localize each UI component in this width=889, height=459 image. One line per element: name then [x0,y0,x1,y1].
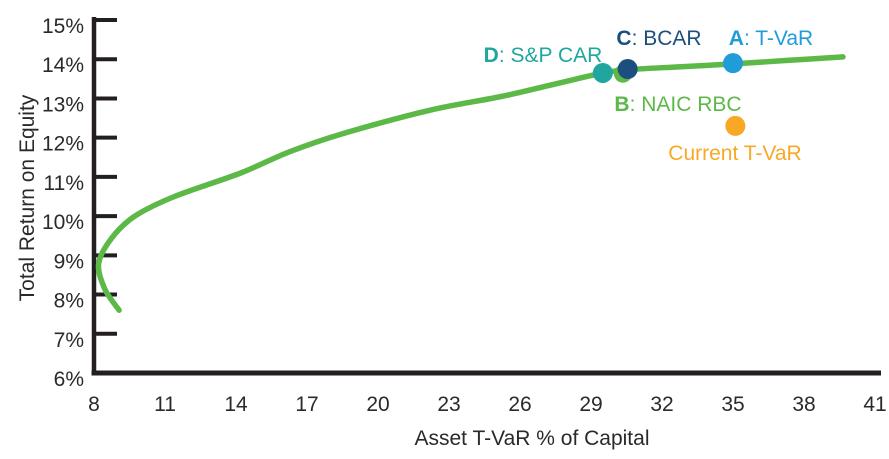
marker-point-A [723,53,743,74]
marker-label-D: D: S&P CAR [484,44,603,67]
x-tick-label: 41 [863,393,886,416]
x-axis-title: Asset T-VaR % of Capital [414,427,650,450]
x-tick-label: 23 [437,393,460,416]
x-tick-label: 32 [650,393,673,416]
y-tick-label: 15% [42,15,84,38]
x-tick-label: 17 [295,393,318,416]
x-tick-label: 26 [508,393,531,416]
x-tick-label: 8 [88,393,100,416]
y-tick-label: 14% [42,54,84,77]
marker-label-B: B: NAIC RBC [614,93,741,116]
marker-point-D [592,62,613,83]
y-tick-label: 9% [54,250,84,273]
x-tick-label: 38 [792,393,815,416]
marker-label-C: C: BCAR [616,27,701,50]
y-tick-label: 10% [42,211,84,234]
x-tick-label: 29 [579,393,602,416]
y-tick-label: 12% [42,133,84,156]
y-axis-title: Total Return on Equity [16,94,39,302]
x-tick-label: 35 [721,393,744,416]
marker-point-current [725,115,746,136]
marker-point-C [617,59,638,80]
marker-label-A: A: T-VaR [729,27,813,50]
frontier-curve [95,54,846,313]
y-tick-label: 13% [42,93,84,116]
x-tick-label: 20 [366,393,389,416]
y-tick-label: 7% [54,329,84,352]
y-tick-label: 6% [54,368,84,391]
y-tick-label: 8% [54,290,84,313]
marker-label-current: Current T-VaR [668,142,801,165]
y-tick-label: 11% [44,172,84,195]
x-tick-label: 11 [154,393,176,416]
x-tick-label: 14 [224,393,248,416]
